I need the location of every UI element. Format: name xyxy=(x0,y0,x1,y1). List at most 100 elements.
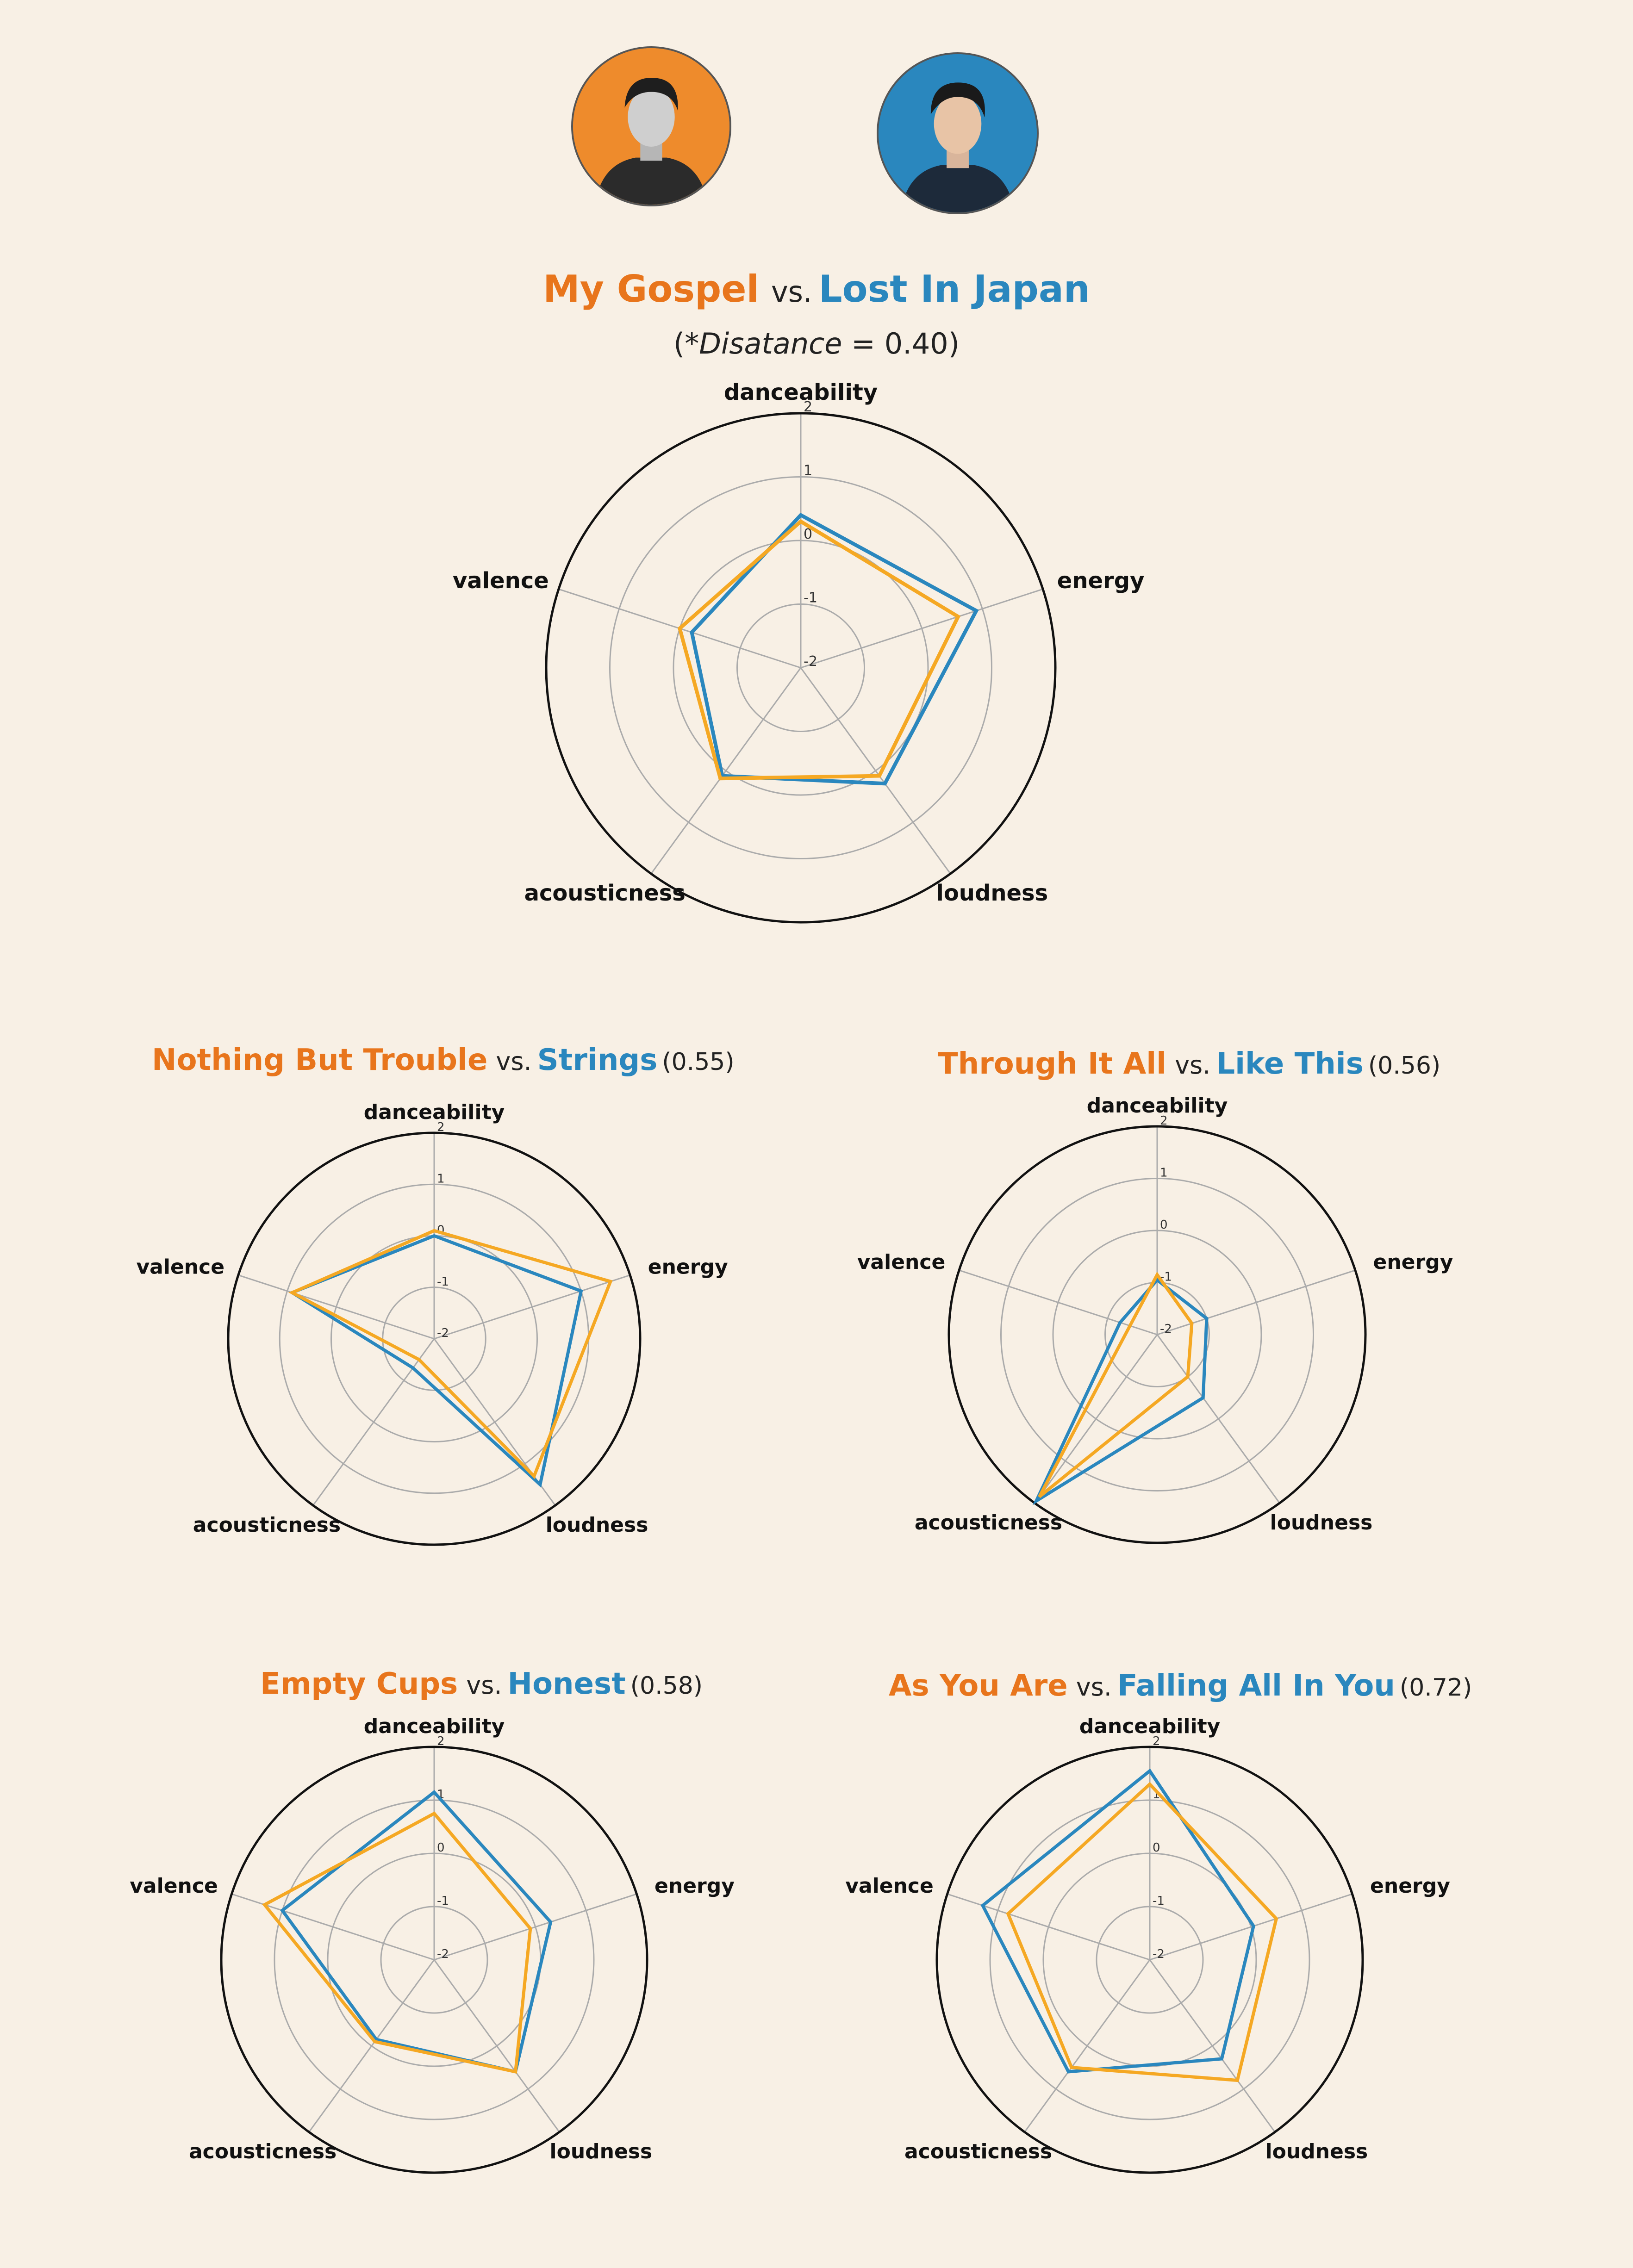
series-line xyxy=(280,1790,553,2074)
song-b-title: Like This xyxy=(1216,1047,1364,1081)
series-line xyxy=(980,1768,1255,2074)
axis-label: valence xyxy=(130,1874,218,1898)
outer-ring xyxy=(220,1746,648,2174)
grid-spoke xyxy=(434,1893,637,1961)
axis-label: loudness xyxy=(550,2140,653,2163)
tick-label: -1 xyxy=(437,1275,449,1289)
grid-spoke xyxy=(800,588,1043,669)
grid-spoke xyxy=(650,667,802,874)
axis-label: loudness xyxy=(936,880,1048,906)
axis-label: acousticness xyxy=(915,1511,1062,1535)
outer-ring xyxy=(935,1746,1364,2174)
main-chart-title: My Gospel vs. Lost In Japan xyxy=(0,267,1633,311)
axis-label: energy xyxy=(654,1874,735,1898)
axis-label: energy xyxy=(1373,1250,1453,1274)
song-a-title: Nothing But Trouble xyxy=(152,1043,488,1077)
series-line xyxy=(1006,1782,1278,2082)
song-b-title: Honest xyxy=(507,1667,626,1701)
tick-label: 1 xyxy=(804,463,812,479)
radar-chart: 210-1-2danceabilityenergyloudnessacousti… xyxy=(130,1715,735,2174)
radar-chart: 210-1-2danceabilityenergyloudnessacousti… xyxy=(137,1100,728,1546)
axis-label: valence xyxy=(137,1255,225,1279)
axis-label: acousticness xyxy=(524,880,686,906)
grid-spoke xyxy=(947,1893,1150,1961)
distance-value: (0.58) xyxy=(630,1672,703,1700)
axis-label: loudness xyxy=(546,1513,648,1537)
chart-title: Empty Cups vs. Honest (0.58) xyxy=(260,1667,703,1701)
tick-label: -2 xyxy=(1160,1322,1172,1336)
tick-label: -1 xyxy=(437,1894,449,1908)
tick-label: 2 xyxy=(1153,1734,1160,1748)
axis-label: acousticness xyxy=(193,1513,341,1537)
grid-spoke xyxy=(308,1959,435,2133)
tick-label: -2 xyxy=(437,1947,449,1961)
song-a-title: My Gospel xyxy=(543,267,759,311)
series-line xyxy=(262,1811,532,2074)
grid-spoke xyxy=(1024,1959,1151,2133)
grid-spoke xyxy=(959,1269,1158,1336)
grid-spoke xyxy=(1149,1959,1276,2133)
outer-ring xyxy=(545,412,1057,924)
song-a-title: As You Are xyxy=(889,1669,1068,1703)
tick-label: 2 xyxy=(804,399,812,415)
distance-label: Disatance xyxy=(699,327,842,360)
distance-subtitle: (*Disatance = 0.40) xyxy=(0,327,1633,360)
axis-label: valence xyxy=(453,568,549,594)
axis-label: acousticness xyxy=(189,2140,337,2163)
distance-value: = 0.40) xyxy=(842,327,960,360)
series-line xyxy=(690,512,979,786)
axis-label: valence xyxy=(857,1250,946,1274)
tick-label: 2 xyxy=(437,1120,445,1134)
tick-label: 0 xyxy=(1160,1218,1168,1232)
axis-label: danceability xyxy=(724,379,878,405)
song-b-title: Strings xyxy=(537,1043,658,1077)
tick-label: 2 xyxy=(1160,1114,1168,1128)
person-icon xyxy=(573,48,729,205)
distance-value: (0.55) xyxy=(662,1048,735,1076)
vs-label: vs. xyxy=(496,1047,532,1076)
song-a-title: Through It All xyxy=(938,1047,1167,1081)
vs-label: vs. xyxy=(466,1671,502,1700)
grid-spoke xyxy=(434,1274,630,1340)
axis-label: valence xyxy=(845,1874,934,1898)
axis-label: danceability xyxy=(1079,1715,1221,1738)
grid-spoke xyxy=(1149,1893,1353,1961)
outer-ring xyxy=(227,1131,642,1546)
radar-chart: 210-1-2danceabilityenergyloudnessacousti… xyxy=(857,1094,1453,1544)
axis-label: danceability xyxy=(1087,1094,1228,1118)
distance-value: (0.56) xyxy=(1368,1052,1441,1080)
tick-label: -2 xyxy=(804,653,817,670)
axis-label: loudness xyxy=(1270,1511,1373,1535)
grid-spoke xyxy=(1156,1334,1280,1504)
radar-chart: 210-1-2danceabilityenergyloudnessacousti… xyxy=(845,1715,1450,2174)
tick-label: 2 xyxy=(437,1734,445,1748)
subtitle-prefix: (* xyxy=(673,327,699,360)
axis-label: energy xyxy=(648,1255,728,1279)
song-a-title: Empty Cups xyxy=(260,1667,458,1701)
chart-title: Nothing But Trouble vs. Strings (0.55) xyxy=(152,1043,735,1077)
axis-label: energy xyxy=(1370,1874,1450,1898)
tick-label: -1 xyxy=(804,590,817,606)
tick-label: 1 xyxy=(437,1172,445,1186)
series-line xyxy=(1032,1278,1209,1505)
vs-label: vs. xyxy=(1175,1050,1211,1080)
tick-label: -2 xyxy=(1153,1947,1165,1961)
grid-spoke xyxy=(433,1959,560,2133)
grid-spoke xyxy=(231,1893,435,1961)
artist-portrait-left xyxy=(571,46,731,206)
outer-ring xyxy=(947,1125,1367,1544)
vs-label: vs. xyxy=(771,275,812,309)
vs-label: vs. xyxy=(1076,1672,1112,1702)
series-line xyxy=(677,519,961,781)
radar-chart: 210-1-2danceabilityenergyloudnessacousti… xyxy=(453,379,1144,924)
series-line xyxy=(288,1229,613,1479)
tick-label: 0 xyxy=(437,1841,445,1855)
axis-label: danceability xyxy=(364,1100,505,1124)
axis-label: loudness xyxy=(1265,2140,1368,2163)
song-b-title: Falling All In You xyxy=(1117,1669,1395,1703)
tick-label: 0 xyxy=(1153,1841,1160,1855)
series-line xyxy=(1038,1271,1194,1498)
chart-title: As You Are vs. Falling All In You (0.72) xyxy=(889,1669,1472,1703)
